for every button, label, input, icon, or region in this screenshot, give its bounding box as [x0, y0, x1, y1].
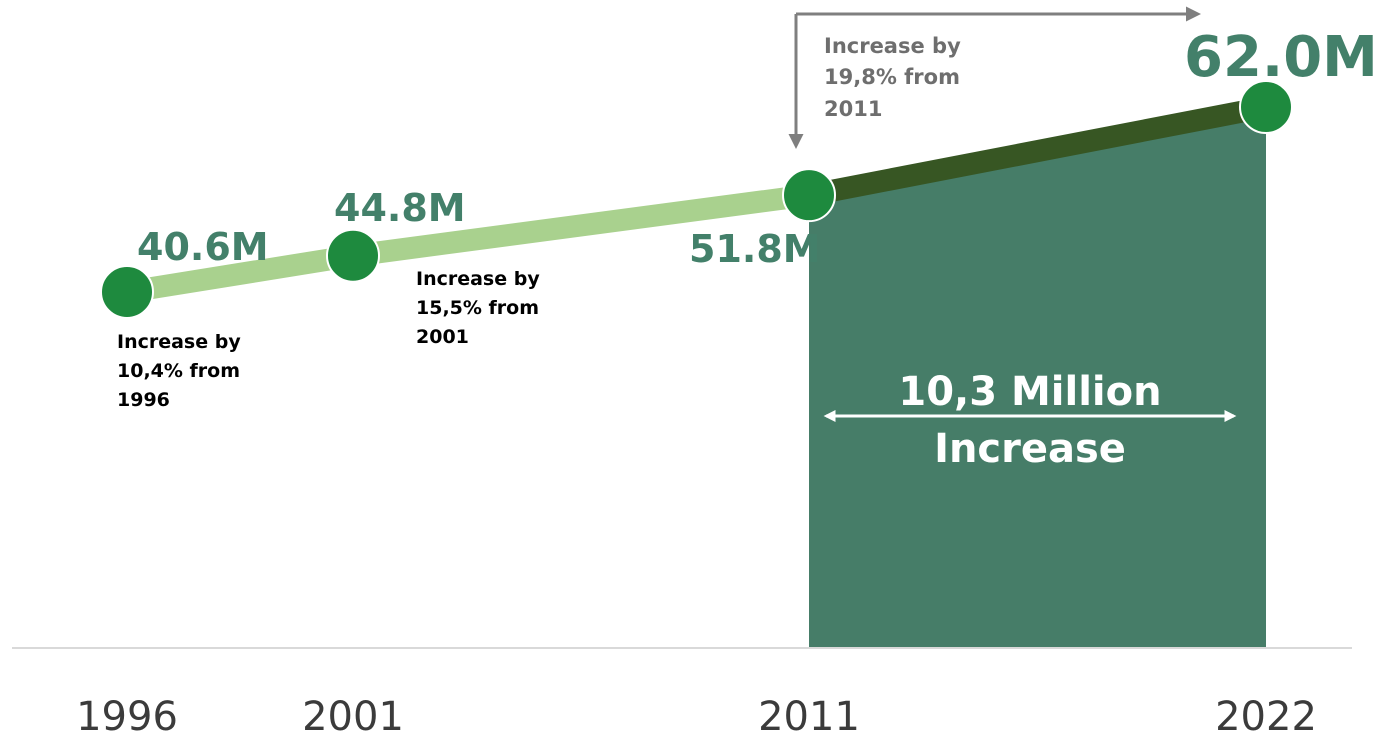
value-label-2022: 62.0M — [1184, 25, 1378, 90]
marker-2011 — [782, 168, 836, 223]
value-label-2011: 51.8M — [689, 227, 821, 271]
highlight-label-line-1: 10,3 Million — [898, 369, 1161, 415]
value-label-2001: 44.8M — [334, 186, 466, 230]
x-tick-1996: 1996 — [76, 694, 178, 738]
highlight-label-line-2: Increase — [934, 426, 1126, 472]
svg-text:19,8% from: 19,8% from — [824, 65, 960, 89]
marker-2001 — [326, 228, 380, 283]
x-tick-2001: 2001 — [302, 694, 404, 738]
svg-text:Increase by: Increase by — [117, 331, 241, 353]
value-label-1996: 40.6M — [137, 225, 269, 269]
x-tick-2011: 2011 — [758, 694, 860, 738]
x-tick-2022: 2022 — [1215, 694, 1317, 738]
annotation-2011: Increase by 19,8% from 2011 — [824, 34, 961, 121]
line-segment-2011-2022 — [806, 96, 1269, 206]
svg-text:2001: 2001 — [416, 326, 469, 348]
line-segment-2001-2011 — [351, 184, 811, 267]
line-segment-1996-2001 — [125, 244, 355, 303]
svg-text:2011: 2011 — [824, 97, 882, 121]
svg-text:Increase by: Increase by — [824, 34, 961, 58]
marker-1996 — [100, 265, 154, 319]
marker-2022 — [1239, 80, 1293, 134]
svg-text:10,4% from: 10,4% from — [117, 360, 240, 382]
annotation-2001: Increase by 15,5% from 2001 — [416, 268, 540, 348]
annotation-1996: Increase by 10,4% from 1996 — [117, 331, 241, 411]
svg-text:1996: 1996 — [117, 389, 170, 411]
svg-text:15,5% from: 15,5% from — [416, 297, 539, 319]
svg-text:Increase by: Increase by — [416, 268, 540, 290]
highlight-band — [809, 107, 1266, 648]
